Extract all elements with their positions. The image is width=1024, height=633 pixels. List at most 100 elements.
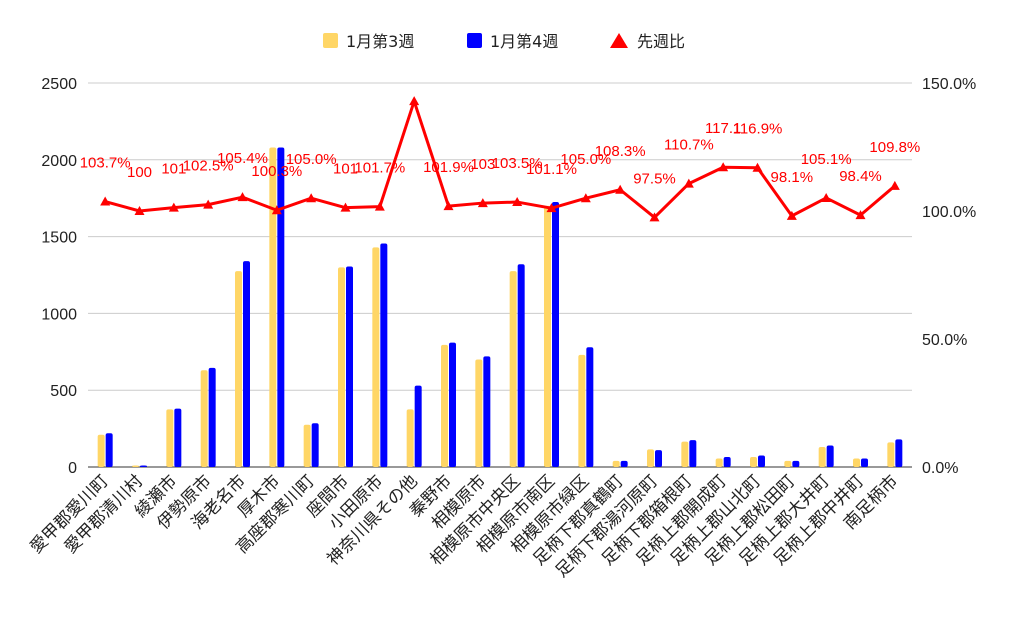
bar-week3 bbox=[97, 434, 105, 467]
bar-week4 bbox=[311, 423, 319, 467]
bar-week3 bbox=[475, 359, 483, 467]
bar-week4 bbox=[380, 243, 388, 467]
ratio-data-label: 98.1% bbox=[771, 169, 814, 186]
bar-week4 bbox=[105, 433, 113, 467]
legend: 1月第3週 1月第4週 先週比 bbox=[323, 32, 685, 51]
ratio-marker bbox=[649, 212, 660, 222]
ratio-marker bbox=[409, 96, 420, 106]
bar-week3 bbox=[235, 271, 242, 467]
bar-week3 bbox=[200, 370, 208, 467]
bar-week3 bbox=[303, 424, 311, 467]
ratio-data-label: 103.7% bbox=[80, 155, 131, 172]
ratio-data-label: 101.1% bbox=[526, 161, 577, 178]
bar-week4 bbox=[758, 455, 765, 467]
ratio-data-label: 109.8% bbox=[869, 139, 920, 156]
bar-week4 bbox=[449, 342, 456, 467]
ratio-data-label: 105.4% bbox=[217, 150, 268, 167]
ratio-data-label: 101 bbox=[161, 161, 186, 178]
ratio-marker bbox=[786, 210, 797, 220]
left-tick-label: 2500 bbox=[41, 76, 77, 93]
ratio-data-label: 105.1% bbox=[801, 151, 852, 168]
bar-week4 bbox=[140, 465, 147, 467]
ratio-marker bbox=[374, 201, 385, 211]
right-axis: 0.0% 50.0% 100.0% 150.0% bbox=[922, 76, 976, 477]
ratio-marker bbox=[580, 193, 591, 203]
bar-week3 bbox=[509, 271, 517, 467]
legend-label-week3: 1月第3週 bbox=[346, 32, 414, 51]
ratio-data-label: 110.7% bbox=[664, 137, 714, 154]
ratio-marker bbox=[168, 202, 179, 212]
ratio-marker bbox=[752, 162, 763, 172]
ratio-data-label: 105.0% bbox=[286, 151, 337, 168]
ratio-marker bbox=[512, 197, 523, 207]
bar-week4 bbox=[517, 264, 525, 467]
right-tick-label: 50.0% bbox=[922, 332, 967, 349]
right-tick-label: 100.0% bbox=[922, 204, 976, 221]
bars bbox=[97, 147, 903, 468]
ratio-marker bbox=[546, 203, 557, 213]
ratio-marker bbox=[889, 180, 900, 190]
ratio-marker bbox=[855, 210, 866, 220]
bar-week4 bbox=[208, 367, 216, 467]
bar-week3 bbox=[544, 205, 551, 467]
ratio-data-label: 100 bbox=[127, 164, 152, 181]
ratio-data-label: 116.9% bbox=[733, 121, 783, 138]
bar-week4 bbox=[861, 458, 868, 467]
bar-week4 bbox=[723, 457, 731, 467]
left-tick-label: 2000 bbox=[41, 153, 77, 170]
ratio-marker bbox=[306, 193, 317, 203]
right-tick-label: 150.0% bbox=[922, 76, 976, 93]
bar-week3 bbox=[647, 449, 654, 467]
ratio-marker bbox=[477, 198, 488, 208]
bar-week3 bbox=[612, 460, 620, 467]
ratio-data-label: 101.9% bbox=[423, 159, 474, 176]
ratio-data-label: 97.5% bbox=[633, 170, 676, 187]
bar-week3 bbox=[372, 247, 380, 467]
ratio-marker bbox=[134, 206, 145, 215]
bar-week4 bbox=[895, 439, 903, 467]
ratio-marker bbox=[271, 205, 282, 215]
ratio-marker bbox=[718, 162, 729, 172]
bar-week3 bbox=[681, 441, 689, 467]
bar-week4 bbox=[655, 450, 662, 467]
left-tick-label: 1000 bbox=[41, 306, 77, 323]
bar-week4 bbox=[586, 347, 594, 467]
left-tick-label: 0 bbox=[68, 460, 77, 477]
ratio-data-label: 103.5% bbox=[492, 155, 543, 172]
bar-week3 bbox=[132, 465, 139, 467]
bar-week3 bbox=[578, 354, 586, 467]
bar-week4 bbox=[243, 261, 250, 467]
ratio-data-label: 101 bbox=[333, 161, 358, 178]
bar-week4 bbox=[174, 408, 182, 467]
ratio-data-label: 101.7% bbox=[354, 160, 405, 177]
ratio-line-layer: 103.7%100 101102.5%105.4%100.3%105.0%1011… bbox=[80, 96, 920, 222]
bar-week3 bbox=[784, 460, 792, 467]
bar-week3 bbox=[269, 147, 277, 467]
bar-week4 bbox=[620, 460, 628, 467]
bar-week4 bbox=[826, 445, 834, 467]
ratio-data-label: 103 bbox=[470, 156, 495, 173]
left-tick-label: 1500 bbox=[41, 230, 77, 247]
ratio-marker bbox=[340, 202, 351, 212]
ratio-data-label: 100.3% bbox=[251, 163, 302, 180]
ratio-marker bbox=[100, 196, 111, 206]
bar-week3 bbox=[338, 267, 345, 467]
bar-week3 bbox=[853, 458, 860, 467]
ratio-marker bbox=[821, 192, 832, 202]
right-tick-label: 0.0% bbox=[922, 460, 958, 477]
ratio-marker bbox=[237, 192, 248, 202]
ratio-data-label: 102.5% bbox=[183, 158, 234, 175]
ratio-marker bbox=[683, 178, 694, 188]
ratio-data-label: 105.0% bbox=[560, 151, 611, 168]
legend-label-week4: 1月第4週 bbox=[490, 32, 558, 51]
bar-week4 bbox=[792, 460, 800, 467]
bar-week3 bbox=[441, 344, 448, 467]
bar-week4 bbox=[414, 385, 422, 467]
ratio-marker bbox=[443, 201, 454, 211]
legend-swatch-week3 bbox=[323, 33, 338, 48]
bar-week4 bbox=[689, 440, 697, 467]
legend-swatch-week4 bbox=[467, 33, 482, 48]
bar-week3 bbox=[166, 409, 174, 467]
left-tick-label: 500 bbox=[50, 383, 77, 400]
